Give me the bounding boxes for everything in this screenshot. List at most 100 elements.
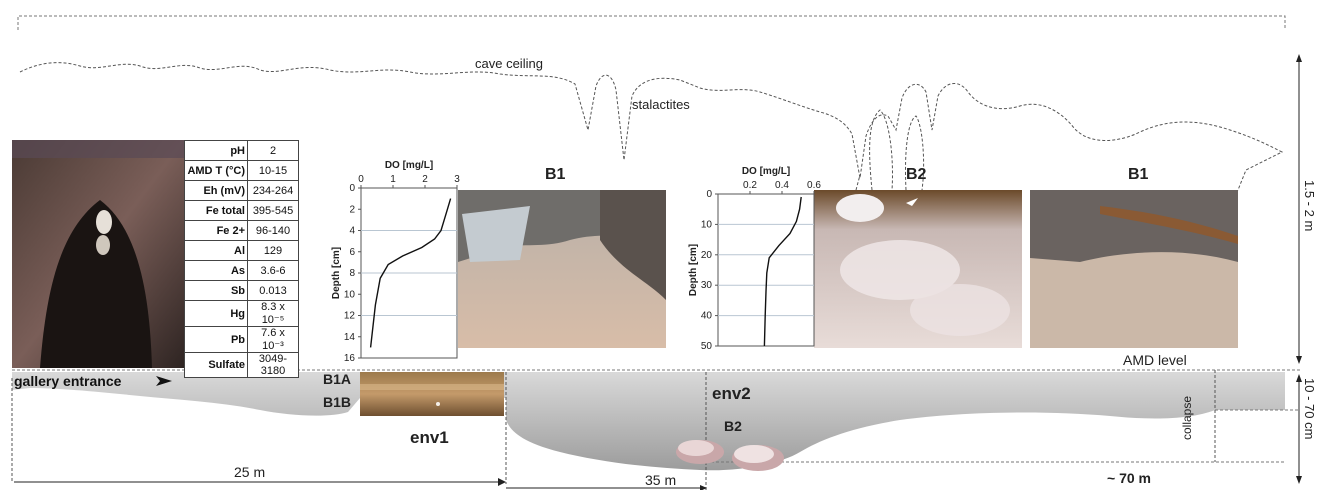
- y-tick-label: 12: [344, 311, 356, 322]
- series-line: [763, 196, 802, 347]
- x-tick-label: 0.6: [807, 180, 821, 191]
- chem-row: Fe 2+ 96-140: [184, 220, 299, 241]
- chem-row: AMD T (°C) 10-15: [184, 160, 299, 181]
- label-b1b: B1B: [323, 394, 352, 410]
- chem-key: As: [184, 260, 248, 281]
- chem-value: 129: [247, 240, 299, 261]
- chem-key: Eh (mV): [184, 180, 248, 201]
- dim-lower-head-top: [1296, 374, 1302, 382]
- y-tick-label: 14: [344, 332, 356, 343]
- photo-b1-right: [1030, 190, 1238, 348]
- y-tick-label: 0: [349, 183, 355, 194]
- chem-row: Pb 7.6 x 10⁻³: [184, 326, 299, 353]
- series-line: [369, 198, 452, 348]
- gallery-entrance-arrow: [156, 376, 172, 386]
- chem-key: Sb: [184, 280, 248, 301]
- chem-value: 2: [247, 140, 299, 161]
- chem-key: Hg: [184, 300, 248, 327]
- dim-upper-head-top: [1296, 54, 1302, 62]
- chem-row: As 3.6-6: [184, 260, 299, 281]
- label-photo-b2: B2: [906, 166, 927, 183]
- plot-frame: [717, 193, 815, 347]
- y-tick-label: 4: [349, 226, 355, 237]
- label-amd-level: AMD level: [1123, 352, 1187, 368]
- chem-row: pH 2: [184, 140, 299, 161]
- y-tick-label: 50: [701, 341, 713, 352]
- chem-value: 0.013: [247, 280, 299, 301]
- chem-value: 7.6 x 10⁻³: [247, 326, 299, 353]
- chem-value: 96-140: [247, 220, 299, 241]
- chem-row: Al 129: [184, 240, 299, 261]
- chem-key: Pb: [184, 326, 248, 353]
- dim-lower-head-bottom: [1296, 476, 1302, 484]
- x-axis-label: DO [mg/L]: [742, 166, 790, 177]
- label-gallery-entrance: gallery entrance: [14, 373, 122, 389]
- x-tick-label: 0.4: [775, 180, 789, 191]
- top-bracket: [17, 15, 1286, 30]
- label-env2: env2: [712, 384, 751, 403]
- chem-key: Sulfate: [184, 352, 248, 378]
- arrow-25m-head: [498, 478, 506, 486]
- amd-water-body: [12, 372, 1285, 471]
- photo-b1-left: [458, 190, 666, 348]
- label-b2-bottom: B2: [724, 418, 742, 434]
- y-tick-label: 10: [344, 289, 356, 300]
- do-depth-plot-2: 0.2 0.4 0.6 0 10 20 30 40 50 DO [mg/L] Depth [cm]: [688, 166, 821, 352]
- water-chemistry-table: pH 2 AMD T (°C) 10-15 Eh (mV) 234-264 Fe total…: [184, 140, 299, 378]
- y-tick-label: 8: [349, 268, 355, 279]
- label-cave-ceiling: cave ceiling: [475, 56, 543, 71]
- label-photo-b1-left: B1: [545, 166, 566, 183]
- x-axis-label: DO [mg/L]: [385, 160, 433, 171]
- chem-key: Fe 2+: [184, 220, 248, 241]
- y-axis-label: Depth [cm]: [331, 247, 342, 299]
- chem-value: 234-264: [247, 180, 299, 201]
- chem-key: Fe total: [184, 200, 248, 221]
- y-tick-label: 16: [344, 353, 356, 364]
- y-tick-label: 40: [701, 311, 713, 322]
- cave-ceiling-line: [19, 62, 1284, 201]
- label-dist-35m: 35 m: [645, 472, 677, 488]
- y-tick-label: 0: [706, 189, 712, 200]
- chem-key: AMD T (°C): [184, 160, 248, 181]
- label-photo-b1-right: B1: [1128, 166, 1149, 183]
- chem-value: 8.3 x 10⁻⁵: [247, 300, 299, 327]
- chem-row: Eh (mV) 234-264: [184, 180, 299, 201]
- chem-value: 3049-3180: [247, 352, 299, 378]
- x-tick-label: 0.2: [743, 180, 757, 191]
- y-tick-label: 30: [701, 280, 713, 291]
- label-dist-70m: ~ 70 m: [1107, 470, 1151, 486]
- label-stalactites: stalactites: [632, 97, 690, 112]
- chem-value: 3.6-6: [247, 260, 299, 281]
- y-tick-label: 2: [349, 204, 355, 215]
- b2-mats: [676, 440, 784, 471]
- chem-row: Hg 8.3 x 10⁻⁵: [184, 300, 299, 327]
- chem-value: 10-15: [247, 160, 299, 181]
- stalactite-right: [905, 115, 925, 191]
- y-tick-label: 10: [701, 219, 713, 230]
- chem-row: Sulfate 3049-3180: [184, 352, 299, 378]
- x-tick-label: 0: [358, 174, 364, 185]
- dim-upper-head-bottom: [1296, 356, 1302, 364]
- label-env1: env1: [410, 428, 449, 447]
- label-b1a: B1A: [323, 371, 352, 387]
- gallery-photo: [12, 140, 184, 368]
- chem-row: Sb 0.013: [184, 280, 299, 301]
- x-tick-label: 3: [454, 174, 460, 185]
- x-tick-label: 2: [422, 174, 428, 185]
- photo-b1a-b1b: [360, 372, 504, 416]
- label-height-upper: 1.5 - 2 m: [1302, 180, 1317, 232]
- chem-value: 395-545: [247, 200, 299, 221]
- y-tick-label: 6: [349, 247, 355, 258]
- chem-key: pH: [184, 140, 248, 161]
- arrow-35m-head: [700, 485, 707, 490]
- label-collapse: collapse: [1180, 395, 1194, 440]
- label-height-lower: 10 - 70 cm: [1302, 378, 1317, 440]
- label-dist-25m: 25 m: [234, 464, 266, 480]
- stalactite-left: [855, 109, 893, 191]
- x-tick-label: 1: [390, 174, 396, 185]
- chem-row: Fe total 395-545: [184, 200, 299, 221]
- chem-key: Al: [184, 240, 248, 261]
- photo-b2: [814, 190, 1022, 348]
